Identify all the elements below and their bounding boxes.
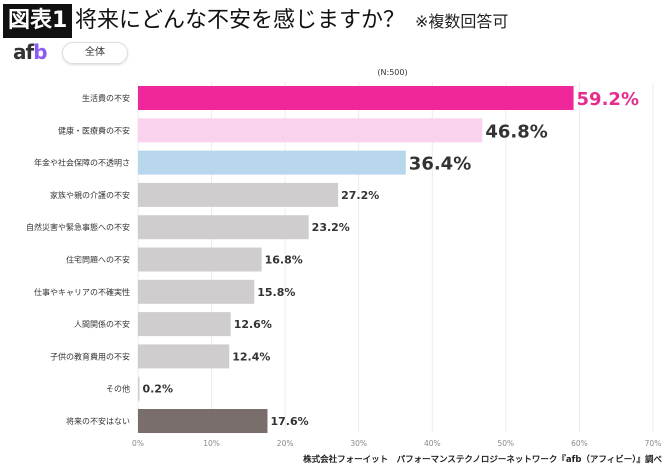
- category-label: 仕事やキャリアの不確実性: [34, 287, 130, 297]
- x-tick-label: 0%: [132, 439, 144, 448]
- x-tick-label: 70%: [645, 439, 662, 448]
- data-label: 16.8%: [265, 254, 303, 267]
- bar: [138, 182, 339, 207]
- data-label: 17.6%: [270, 415, 308, 428]
- category-label: 家族や親の介護の不安: [50, 190, 130, 200]
- bar: [138, 344, 230, 369]
- data-label: 23.2%: [312, 221, 350, 234]
- bar: [138, 312, 231, 337]
- figure-badge: 図表1: [3, 4, 73, 38]
- chart-subtitle: (N:500): [377, 68, 407, 77]
- bar: [138, 279, 255, 304]
- category-label: 年金や社会保障の不透明さ: [34, 158, 130, 168]
- x-tick-label: 60%: [571, 439, 588, 448]
- data-label: 46.8%: [485, 121, 547, 142]
- bar: [138, 215, 309, 240]
- x-tick-label: 30%: [350, 439, 367, 448]
- data-label: 59.2%: [577, 89, 639, 110]
- source-footer: 株式会社フォーイット パフォーマンステクノロジーネットワーク『afb（アフィビー…: [303, 455, 662, 465]
- x-tick-label: 10%: [203, 439, 220, 448]
- data-label: 27.2%: [341, 189, 379, 202]
- bar: [138, 247, 262, 272]
- bar: [138, 409, 268, 433]
- segment-button[interactable]: 全体: [62, 42, 128, 64]
- category-label: 生活費の不安: [82, 93, 130, 103]
- data-label: 0.2%: [142, 383, 173, 396]
- category-label: 子供の教育費用の不安: [50, 351, 130, 361]
- bar: [138, 86, 574, 110]
- category-label: 自然災害や緊急事態への不安: [26, 222, 130, 232]
- data-label: 12.4%: [232, 350, 270, 363]
- data-label: 36.4%: [409, 154, 471, 175]
- bar: [138, 376, 140, 401]
- category-label: その他: [106, 384, 130, 394]
- category-label: 将来の不安はない: [66, 416, 130, 426]
- x-tick-label: 20%: [277, 439, 294, 448]
- page-title: 将来にどんな不安を感じますか？: [75, 8, 406, 33]
- category-label: 住宅問題への不安: [66, 255, 130, 265]
- category-label: 人間関係の不安: [74, 319, 130, 329]
- category-label: 健康・医療費の不安: [58, 125, 130, 135]
- data-label: 12.6%: [234, 318, 272, 331]
- bar: [138, 118, 483, 143]
- bar: [138, 150, 406, 175]
- x-tick-label: 40%: [424, 439, 441, 448]
- afb-logo: afb: [13, 40, 48, 64]
- data-label: 15.8%: [257, 286, 295, 299]
- x-tick-label: 50%: [498, 439, 515, 448]
- multiple-answer-note: ※複数回答可: [415, 12, 509, 31]
